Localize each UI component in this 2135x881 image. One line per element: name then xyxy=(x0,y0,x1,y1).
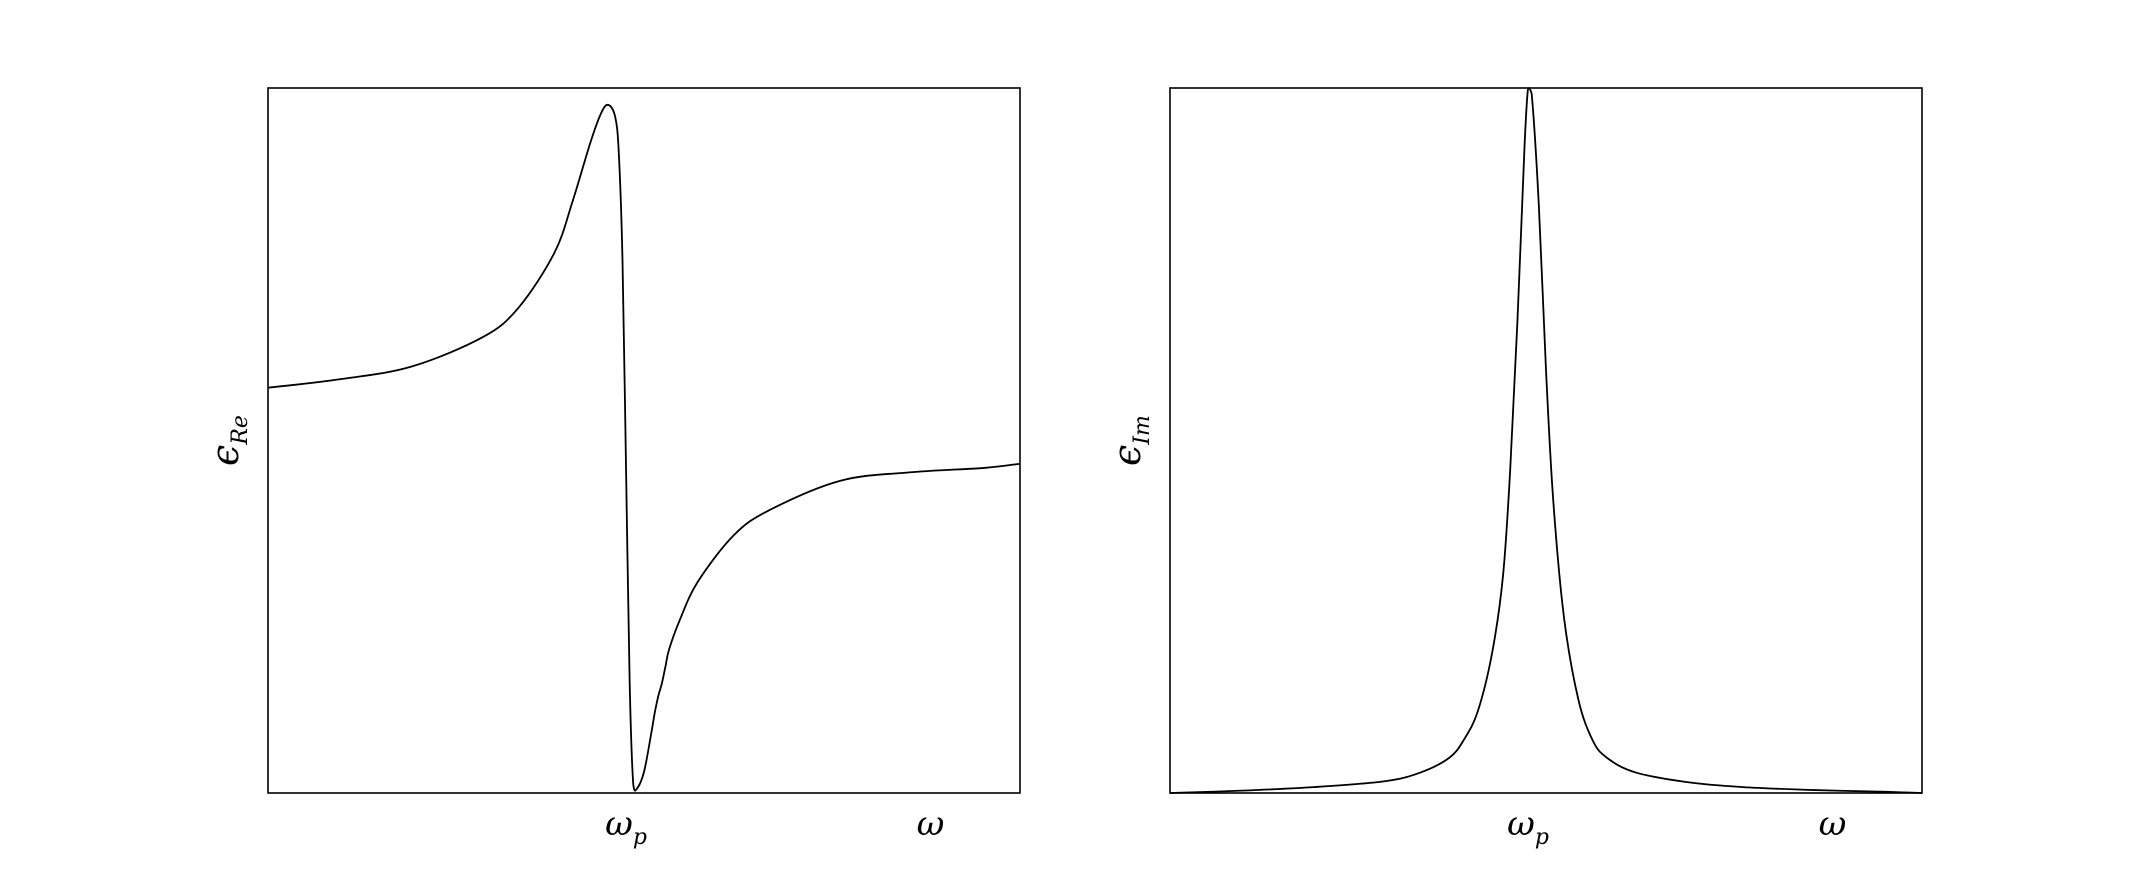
y-axis-label-symbol: ϵ xyxy=(203,445,247,466)
x-tick-subscript: p xyxy=(1535,825,1549,850)
y-axis-label-subscript: Re xyxy=(228,415,253,446)
panel-imaginary-part: ωp ω ϵIm xyxy=(1105,87,1923,850)
x-tick-symbol: ω xyxy=(605,804,633,844)
x-tick-label: ω xyxy=(1819,804,1847,844)
x-tick-subscript: p xyxy=(633,825,647,850)
x-ticks-imaginary: ωp ω xyxy=(1507,804,1846,850)
series-line-imaginary xyxy=(1169,87,1923,794)
y-axis-label-real: ϵRe xyxy=(203,415,253,466)
plot-frame-real xyxy=(267,87,1021,794)
x-tick-symbol: ω xyxy=(1507,804,1535,844)
plot-frame-imaginary xyxy=(1169,87,1923,794)
panel-real-part: ωp ω ϵRe xyxy=(203,87,1021,850)
y-axis-label-subscript: Im xyxy=(1130,415,1155,446)
x-ticks-real: ωp ω xyxy=(605,804,944,850)
y-axis-label-imaginary: ϵIm xyxy=(1105,415,1155,466)
x-tick-symbol: ω xyxy=(1819,804,1847,844)
y-axis-label-symbol: ϵ xyxy=(1105,445,1149,466)
x-tick-label: ω xyxy=(917,804,945,844)
x-tick-label: ωp xyxy=(1507,804,1549,850)
series-line-real xyxy=(267,103,1021,792)
x-tick-label: ωp xyxy=(605,804,647,850)
x-tick-symbol: ω xyxy=(917,804,945,844)
